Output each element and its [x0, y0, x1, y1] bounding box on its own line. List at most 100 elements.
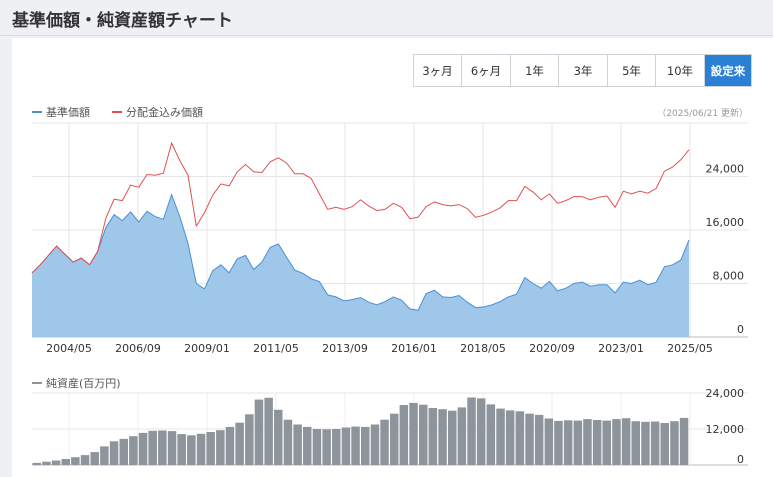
asset-bar — [61, 459, 70, 465]
main-x-tick-label: 2023/01 — [598, 342, 644, 355]
asset-bar — [534, 414, 544, 465]
asset-bar — [496, 408, 505, 465]
asset-bar — [312, 429, 322, 465]
asset-bar — [631, 421, 640, 465]
main-x-tick-label: 2006/09 — [115, 342, 161, 355]
asset-bar — [293, 424, 302, 465]
asset-bar — [621, 418, 631, 465]
asset-bar — [90, 452, 99, 465]
asset-bar — [245, 414, 254, 465]
legend-dist-label: 分配金込み価額 — [126, 105, 203, 119]
main-x-tick-label: 2004/05 — [46, 342, 92, 355]
asset-bar — [32, 462, 41, 465]
asset-bar — [235, 422, 244, 465]
asset-bar — [71, 457, 80, 465]
main-y-tick-label: 24,000 — [706, 163, 745, 176]
main-x-tick-label: 2018/05 — [460, 342, 506, 355]
range-5y-button[interactable]: 5年 — [608, 55, 656, 86]
asset-bar — [457, 407, 467, 465]
asset-bar — [225, 426, 235, 465]
asset-bar — [380, 419, 389, 465]
asset-bar — [361, 426, 370, 465]
asset-bar — [544, 418, 554, 465]
asset-bar — [167, 431, 177, 465]
main-y-tick-label: 8,000 — [713, 270, 745, 283]
bar-y-ticks: 24,000 12,000 0 — [706, 387, 745, 466]
asset-bar — [274, 409, 283, 465]
asset-bar — [80, 455, 90, 465]
asset-bar — [476, 398, 486, 465]
main-y-tick-label: 16,000 — [706, 216, 745, 229]
asset-bar — [370, 424, 380, 465]
main-x-tick-label: 2020/09 — [529, 342, 575, 355]
range-selector: 3ヶ月 6ヶ月 1年 3年 5年 10年 設定来 — [413, 54, 752, 87]
asset-bar — [51, 460, 61, 465]
asset-bar — [467, 397, 476, 465]
asset-bar — [177, 434, 186, 465]
bar-y-tick-label: 12,000 — [706, 423, 745, 436]
main-y-tick-label: 0 — [737, 323, 744, 336]
nav-line — [31, 193, 690, 311]
main-x-ticks: 2004/05 2006/09 2009/01 2011/05 2013/09 2016/… — [46, 342, 713, 355]
main-x-tick-label: 2011/05 — [253, 342, 299, 355]
range-6m-button[interactable]: 6ヶ月 — [462, 55, 511, 86]
page-title: 基準価額・純資産額チャート — [0, 0, 773, 36]
asset-bar — [129, 436, 138, 465]
range-1y-button[interactable]: 1年 — [511, 55, 559, 86]
asset-bar — [612, 419, 621, 465]
asset-bar — [351, 426, 360, 465]
asset-bar — [641, 421, 650, 465]
asset-bar — [119, 438, 128, 465]
asset-bar — [583, 419, 592, 465]
asset-bar — [602, 420, 611, 465]
asset-bar — [264, 397, 273, 465]
asset-bar — [283, 419, 293, 465]
range-since-inception-button[interactable]: 設定来 — [705, 55, 751, 86]
asset-bar — [332, 429, 341, 465]
update-note: （2025/06/21 更新） — [657, 107, 748, 119]
asset-bar — [216, 430, 225, 465]
asset-bar — [158, 430, 167, 465]
asset-bar — [390, 413, 399, 465]
asset-bar — [100, 446, 109, 465]
asset-bar — [409, 402, 418, 465]
asset-bar — [448, 410, 457, 465]
bar-y-tick-label: 0 — [737, 453, 744, 466]
asset-bar — [254, 399, 264, 465]
asset-bar — [206, 432, 215, 465]
asset-bar — [42, 461, 51, 465]
asset-bar — [515, 411, 525, 465]
main-x-tick-label: 2016/01 — [391, 342, 437, 355]
asset-bar — [554, 420, 563, 465]
asset-bar — [679, 417, 689, 465]
asset-bar — [650, 421, 660, 465]
asset-bars — [32, 397, 689, 465]
asset-bar — [592, 420, 602, 465]
asset-bar — [109, 441, 119, 465]
dist-line — [31, 141, 690, 274]
asset-bar — [505, 410, 515, 465]
asset-bar — [196, 433, 206, 465]
asset-bar — [148, 430, 157, 465]
asset-bar — [438, 409, 447, 465]
asset-bar — [563, 420, 573, 465]
asset-bar — [399, 405, 409, 465]
range-3y-button[interactable]: 3年 — [559, 55, 608, 86]
asset-bar — [428, 408, 438, 465]
main-x-tick-label: 2009/01 — [184, 342, 230, 355]
asset-bar — [486, 404, 496, 465]
asset-bar — [187, 435, 196, 465]
asset-bar — [419, 404, 428, 465]
main-x-tick-label: 2013/09 — [322, 342, 368, 355]
range-3m-button[interactable]: 3ヶ月 — [414, 55, 462, 86]
main-y-ticks: 24,000 16,000 8,000 0 — [706, 163, 745, 337]
main-x-tick-label: 2025/05 — [667, 342, 713, 355]
asset-bar — [303, 426, 312, 465]
nav-area — [32, 194, 689, 337]
legend-assets-label: 純資産(百万円) — [46, 377, 121, 390]
legend-nav-label: 基準価額 — [46, 105, 90, 119]
asset-bar — [573, 420, 583, 465]
range-10y-button[interactable]: 10年 — [656, 55, 705, 86]
asset-bar — [525, 413, 534, 465]
